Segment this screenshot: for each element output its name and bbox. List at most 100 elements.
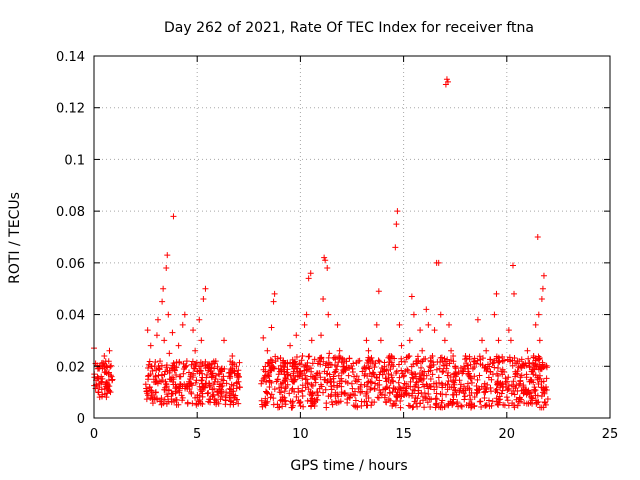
data-point [491, 364, 498, 371]
data-point [185, 378, 192, 385]
data-point [306, 391, 313, 398]
data-point [233, 363, 240, 370]
data-point [375, 288, 382, 295]
data-point [214, 363, 221, 370]
data-point [231, 394, 238, 401]
data-point [392, 244, 399, 251]
data-point [498, 381, 505, 388]
data-point [511, 290, 518, 297]
data-point [289, 356, 296, 363]
data-point [325, 311, 332, 318]
data-point [154, 316, 161, 323]
data-point [101, 352, 108, 359]
data-point [489, 398, 496, 405]
data-point [225, 370, 232, 377]
data-point [143, 387, 150, 394]
data-point [276, 385, 283, 392]
data-point [400, 373, 407, 380]
data-point [387, 366, 394, 373]
data-point [536, 404, 543, 411]
data-point [423, 381, 430, 388]
data-point [516, 395, 523, 402]
data-point [388, 352, 395, 359]
data-point [267, 394, 274, 401]
data-point [357, 383, 364, 390]
data-point [276, 389, 283, 396]
data-point [457, 364, 464, 371]
data-point [404, 366, 411, 373]
data-point [523, 362, 530, 369]
data-point [270, 401, 277, 408]
data-point [410, 403, 417, 410]
data-point [471, 402, 478, 409]
data-point [186, 376, 193, 383]
data-point [299, 392, 306, 399]
data-point [166, 350, 173, 357]
data-point [298, 371, 305, 378]
data-point [316, 370, 323, 377]
data-point [328, 398, 335, 405]
data-point [312, 398, 319, 405]
data-point [293, 393, 300, 400]
data-point [200, 296, 207, 303]
data-point [235, 378, 242, 385]
data-point [445, 369, 452, 376]
data-point [235, 367, 242, 374]
data-point [227, 386, 234, 393]
data-point [436, 365, 443, 372]
data-point [345, 372, 352, 379]
data-point [331, 369, 338, 376]
chart-title: Day 262 of 2021, Rate Of TEC Index for r… [164, 20, 534, 36]
data-point [461, 396, 468, 403]
data-point [311, 356, 318, 363]
data-point [397, 404, 404, 411]
data-point [361, 381, 368, 388]
data-point [398, 355, 405, 362]
data-point [458, 403, 465, 410]
data-point [507, 337, 514, 344]
data-point [181, 311, 188, 318]
data-point [282, 383, 289, 390]
data-point [467, 361, 474, 368]
data-point [461, 383, 468, 390]
data-point [383, 399, 390, 406]
data-point [466, 373, 473, 380]
data-point [338, 383, 345, 390]
data-point [375, 357, 382, 364]
data-point [103, 363, 110, 370]
data-point [431, 327, 438, 334]
data-point [268, 391, 275, 398]
data-point [532, 392, 539, 399]
data-point [530, 352, 537, 359]
data-point [415, 378, 422, 385]
data-point [145, 376, 152, 383]
data-point [328, 378, 335, 385]
y-tick-label: 0.02 [56, 360, 85, 375]
data-point [368, 354, 375, 361]
data-point [432, 404, 439, 411]
data-point [293, 332, 300, 339]
data-point [398, 367, 405, 374]
data-point [149, 367, 156, 374]
data-point [543, 383, 550, 390]
data-point [354, 403, 361, 410]
data-point [511, 404, 518, 411]
data-point [325, 364, 332, 371]
data-point [387, 379, 394, 386]
data-point [234, 370, 241, 377]
data-point [271, 386, 278, 393]
data-point [412, 358, 419, 365]
data-point [479, 355, 486, 362]
data-point [476, 353, 483, 360]
data-point [422, 355, 429, 362]
data-point [468, 400, 475, 407]
data-point [205, 389, 212, 396]
data-point [193, 359, 200, 366]
data-point [95, 389, 102, 396]
data-point [476, 372, 483, 379]
data-point [156, 365, 163, 372]
data-point [309, 373, 316, 380]
data-point [168, 399, 175, 406]
data-point [227, 397, 234, 404]
data-point [466, 385, 473, 392]
